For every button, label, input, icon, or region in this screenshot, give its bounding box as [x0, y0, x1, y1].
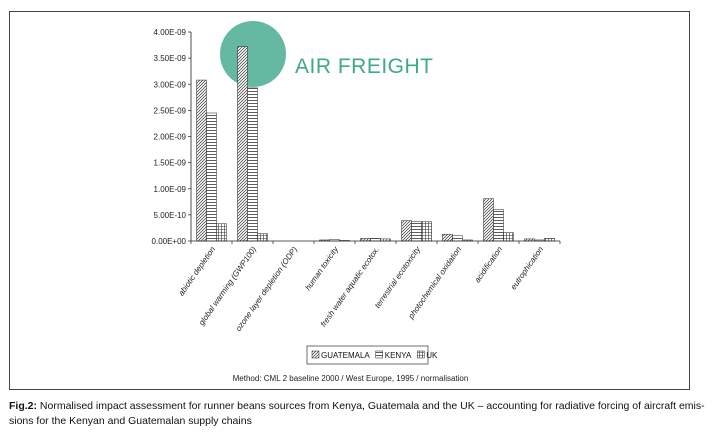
bar-guatemala-5: [401, 220, 412, 242]
y-tick-label: 3.00E-09: [154, 80, 187, 89]
air-freight-label: AIR FREIGHT: [295, 55, 434, 78]
caption-text: Normalised impact assessment for runner …: [37, 400, 705, 412]
bar-guatemala-0: [196, 79, 207, 242]
bar-guatemala-6: [442, 233, 453, 242]
chart-frame: 0.00E+00 5.00E-10 1.00E-09 1.50E-09 2.00E-09…: [9, 11, 690, 390]
figure-caption: Fig.2: Normalised impact assessment for …: [9, 399, 709, 429]
legend-swatch-guatemala: [311, 350, 320, 359]
chart-canvas: 0.00E+00 5.00E-10 1.00E-09 1.50E-09 2.00E-09…: [152, 21, 561, 365]
air-freight-highlight: [220, 21, 286, 87]
bar-kenya-7: [493, 209, 504, 242]
x-category-label: acidification: [473, 245, 505, 285]
bar-kenya-0: [206, 112, 217, 242]
y-tick-label: 5.00E-10: [154, 211, 187, 220]
legend: GUATEMALA KENYA UK: [306, 345, 438, 365]
bar-uk-7: [503, 232, 514, 242]
legend-label-kenya: KENYA: [385, 351, 412, 360]
legend-swatch-kenya: [375, 350, 383, 359]
bar-uk-5: [421, 221, 432, 242]
y-tick-label: 2.50E-09: [154, 106, 187, 115]
bar-kenya-6: [452, 235, 463, 242]
bar-guatemala-7: [483, 198, 494, 242]
legend-label-uk: UK: [426, 351, 438, 360]
bar-uk-0: [216, 223, 227, 242]
y-tick-label: 1.00E-09: [154, 185, 187, 194]
bar-kenya-1: [247, 87, 258, 242]
y-tick-label: 0.00E+00: [152, 237, 187, 246]
x-category-label: terrestrial ecotoxicity: [373, 244, 423, 310]
bar-uk-1: [257, 233, 268, 242]
x-category-label: human toxicity: [303, 244, 340, 292]
y-tick-label: 1.50E-09: [154, 159, 187, 168]
caption-text-continued: sions for the Kenyan and Guatemalan supp…: [9, 415, 252, 427]
bar-kenya-5: [411, 221, 422, 242]
caption-label: Fig.2:: [9, 400, 37, 412]
x-category-label: abiotic depletion: [177, 245, 218, 298]
bar-guatemala-1: [237, 46, 248, 242]
legend-label-guatemala: GUATEMALA: [321, 351, 370, 360]
legend-box: [306, 345, 429, 365]
y-tick-label: 4.00E-09: [154, 28, 187, 37]
x-category-label: eutrophication: [509, 245, 546, 292]
y-tick-label: 2.00E-09: [154, 133, 187, 142]
legend-swatch-uk: [417, 350, 425, 359]
y-tick-label: 3.50E-09: [154, 54, 187, 63]
method-note: Method: CML 2 baseline 2000 / West Europ…: [232, 374, 469, 383]
